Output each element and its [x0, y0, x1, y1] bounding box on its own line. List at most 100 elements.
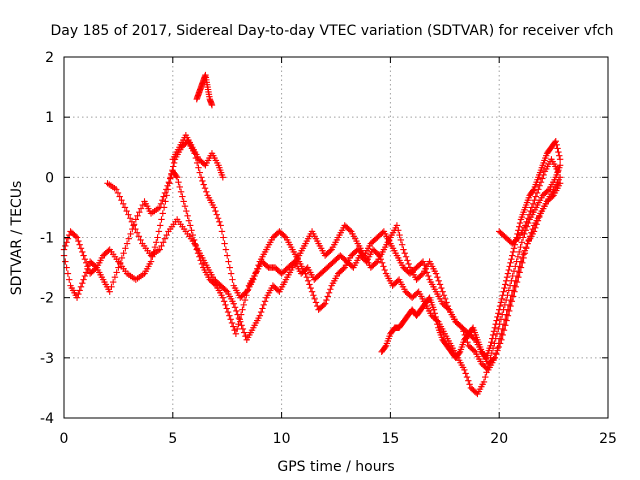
- plus-marker: [556, 156, 564, 163]
- plus-marker: [168, 170, 175, 177]
- plus-marker: [381, 343, 389, 351]
- plus-marker: [518, 239, 526, 246]
- plus-marker: [81, 272, 89, 280]
- plus-marker: [504, 306, 512, 313]
- plus-marker: [498, 295, 506, 303]
- plus-marker: [323, 296, 330, 304]
- plus-marker: [540, 171, 547, 179]
- plus-marker: [522, 243, 530, 251]
- plus-marker: [219, 174, 227, 181]
- plus-marker: [536, 182, 543, 189]
- plus-marker: [340, 265, 347, 272]
- x-tick-label: 25: [599, 431, 617, 447]
- plus-marker: [380, 263, 387, 270]
- plus-marker: [504, 312, 512, 319]
- plus-marker: [134, 212, 141, 220]
- x-tick-label: 10: [273, 431, 291, 447]
- plus-marker: [529, 187, 537, 194]
- plus-marker: [519, 254, 526, 262]
- plus-marker: [105, 247, 112, 254]
- plus-marker: [496, 302, 504, 310]
- plus-marker: [92, 265, 99, 272]
- plus-marker: [84, 263, 91, 270]
- plus-marker: [302, 270, 309, 277]
- plus-marker: [554, 145, 561, 152]
- plus-marker: [132, 225, 139, 233]
- plus-marker: [64, 235, 72, 242]
- plus-marker: [64, 270, 72, 277]
- plus-marker: [75, 237, 82, 245]
- plus-marker: [487, 342, 494, 349]
- plus-marker: [114, 189, 122, 197]
- plus-marker: [62, 242, 69, 250]
- plus-marker: [121, 204, 129, 211]
- plus-marker: [198, 260, 206, 268]
- plus-marker: [492, 320, 499, 328]
- plus-marker: [151, 243, 159, 251]
- plus-marker: [77, 283, 85, 291]
- plus-marker: [552, 138, 559, 145]
- plus-marker: [517, 264, 525, 271]
- plus-marker: [503, 317, 510, 324]
- plus-marker: [465, 377, 472, 384]
- plus-marker: [523, 218, 530, 226]
- plus-marker: [494, 313, 501, 321]
- plus-marker: [187, 222, 194, 229]
- plus-marker: [534, 217, 542, 224]
- plus-marker: [503, 311, 510, 318]
- plus-marker: [77, 245, 85, 252]
- plus-marker: [470, 347, 478, 354]
- plus-marker: [499, 292, 506, 299]
- plus-marker: [438, 284, 445, 292]
- plus-marker: [506, 307, 513, 315]
- plus-marker: [156, 222, 164, 229]
- plus-marker: [219, 294, 227, 301]
- plus-marker: [490, 328, 498, 335]
- plus-marker: [517, 243, 524, 251]
- x-tick-label: 0: [60, 431, 69, 447]
- series-track-c: [104, 174, 564, 368]
- plus-marker: [260, 301, 267, 309]
- plus-marker: [378, 259, 386, 266]
- plus-marker: [157, 200, 165, 208]
- plus-marker: [153, 239, 160, 246]
- plus-marker: [250, 276, 257, 283]
- plus-marker: [255, 261, 262, 269]
- plus-marker: [251, 272, 258, 280]
- plus-marker: [222, 301, 229, 309]
- plus-marker: [310, 292, 317, 299]
- plus-marker: [73, 294, 81, 301]
- plus-marker: [254, 265, 261, 272]
- plus-marker: [531, 196, 538, 204]
- plus-marker: [261, 298, 269, 305]
- plus-marker: [163, 192, 170, 199]
- plus-marker: [526, 211, 533, 218]
- plus-marker: [79, 248, 86, 256]
- plus-marker: [72, 233, 79, 240]
- plus-marker: [512, 283, 519, 291]
- plus-marker: [137, 236, 144, 244]
- plus-marker: [402, 253, 410, 260]
- plus-marker: [136, 209, 143, 216]
- plus-marker: [80, 252, 87, 259]
- plus-marker: [160, 193, 167, 200]
- x-tick-labels: 0 5 10 15 20 25: [60, 431, 617, 447]
- plus-marker: [503, 274, 511, 281]
- series-track-b: [60, 138, 564, 374]
- plus-marker: [79, 280, 86, 287]
- plus-marker: [506, 301, 513, 309]
- plus-marker: [535, 186, 542, 193]
- plus-marker: [210, 204, 218, 211]
- plus-marker: [189, 231, 197, 239]
- plus-marker: [395, 227, 402, 234]
- plus-marker: [62, 258, 69, 265]
- plus-marker: [510, 245, 518, 252]
- x-axis-label: GPS time / hours: [277, 459, 394, 475]
- plus-marker: [166, 180, 173, 187]
- plus-marker: [511, 288, 518, 295]
- plus-marker: [224, 252, 231, 259]
- plus-marker: [180, 198, 187, 205]
- plus-marker: [491, 354, 499, 362]
- plus-marker: [230, 323, 237, 330]
- plus-marker: [462, 370, 469, 377]
